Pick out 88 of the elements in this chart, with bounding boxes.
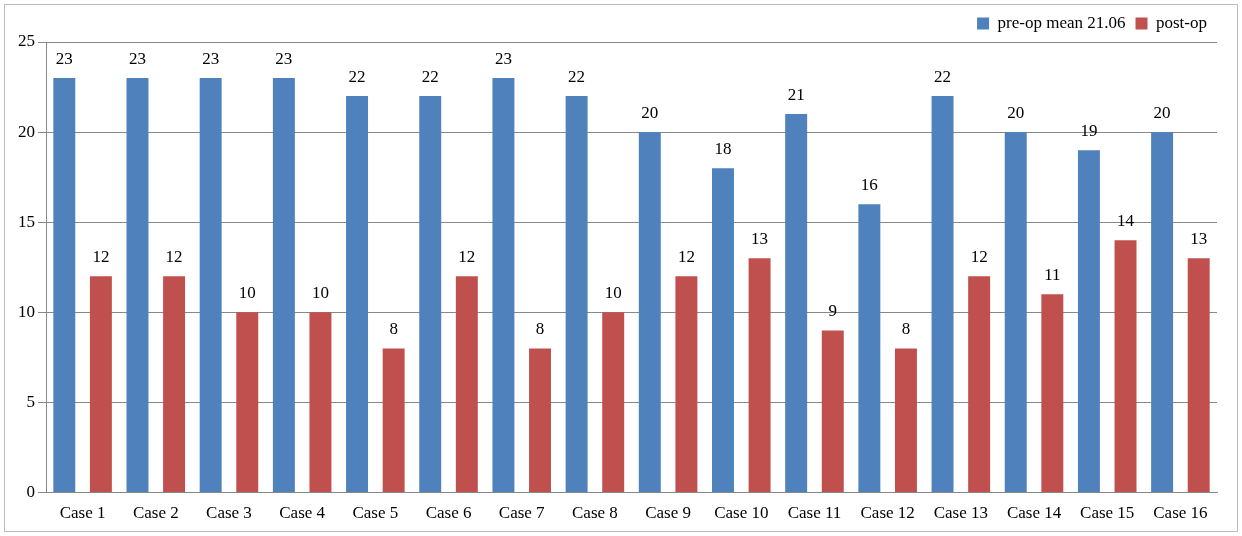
bar (931, 96, 954, 493)
data-label: 23 (202, 49, 220, 69)
bar (346, 96, 369, 493)
data-label: 8 (535, 319, 545, 339)
data-label: 18 (714, 139, 732, 159)
bar (529, 348, 551, 493)
data-label: 21 (787, 85, 805, 105)
x-tick-label: Case 8 (572, 503, 618, 523)
bar (1041, 294, 1064, 493)
bar (785, 114, 808, 493)
bar (1114, 240, 1137, 493)
x-tick-label: Case 1 (59, 503, 106, 523)
y-tick-label: 0 (26, 482, 35, 502)
data-label: 14 (1117, 211, 1135, 231)
bar (1004, 132, 1027, 493)
data-label: 16 (860, 175, 878, 195)
x-tick-label: Case 5 (352, 503, 399, 523)
bar (163, 276, 186, 493)
bar (1187, 258, 1210, 493)
bar (89, 276, 112, 493)
data-label: 20 (641, 103, 659, 123)
data-label: 23 (55, 49, 73, 69)
bar (382, 348, 405, 493)
bar (894, 348, 917, 493)
bar (199, 78, 222, 493)
x-tick-label: Case 4 (279, 503, 326, 523)
bar (126, 78, 149, 493)
x-tick-label: Case 9 (645, 503, 691, 523)
bar (712, 168, 734, 493)
y-tick-label: 5 (26, 391, 35, 411)
data-label: 8 (901, 319, 911, 339)
data-label: 20 (1153, 103, 1171, 123)
data-label: 23 (128, 49, 146, 69)
bar (968, 276, 991, 493)
x-tick-label: Case 2 (132, 503, 179, 523)
data-label: 11 (1044, 265, 1061, 285)
x-tick-label: Case 6 (425, 503, 472, 523)
data-label: 13 (751, 229, 769, 249)
x-tick-label: Case 13 (933, 503, 988, 523)
x-tick-label: Case 15 (1080, 503, 1135, 523)
x-tick-label: Case 12 (860, 503, 915, 523)
data-label: 10 (238, 283, 256, 303)
data-label: 22 (348, 67, 366, 87)
legend-label: pre-op mean 21.06 (997, 12, 1126, 32)
x-tick-label: Case 10 (714, 503, 769, 523)
data-label: 23 (494, 49, 512, 69)
bar (748, 258, 771, 493)
x-tick-label: Case 11 (787, 503, 842, 523)
bar (419, 96, 442, 493)
data-label: 20 (1007, 103, 1025, 123)
bar (272, 78, 295, 493)
bar (602, 312, 625, 493)
data-label: 22 (421, 67, 439, 87)
data-label: 10 (604, 283, 622, 303)
bar (455, 276, 478, 493)
bar (1077, 150, 1100, 493)
bar (492, 78, 515, 493)
bar (858, 204, 881, 493)
data-label: 12 (970, 247, 988, 267)
y-tick-label: 25 (18, 31, 35, 51)
legend-label: post-op (1156, 12, 1207, 32)
data-label: 8 (389, 319, 398, 339)
data-label: 12 (458, 247, 476, 267)
data-label: 13 (1190, 229, 1208, 249)
data-label: 22 (934, 67, 952, 87)
y-tick-label: 20 (18, 121, 35, 141)
data-label: 12 (677, 247, 695, 267)
data-label: 22 (568, 67, 586, 87)
data-label: 12 (165, 247, 183, 267)
y-tick-label: 15 (18, 211, 35, 231)
bar (53, 78, 76, 493)
bar (1151, 132, 1174, 493)
x-tick-label: Case 16 (1153, 503, 1208, 523)
bar (638, 132, 661, 493)
data-label: 12 (92, 247, 110, 267)
data-label: 23 (275, 49, 293, 69)
bar (821, 330, 844, 493)
bar (309, 312, 332, 493)
data-label: 19 (1080, 121, 1098, 141)
bar (675, 276, 698, 493)
x-tick-label: Case 7 (498, 503, 546, 523)
y-tick-label: 10 (18, 301, 35, 321)
bar (236, 312, 259, 493)
x-tick-label: Case 14 (1006, 503, 1062, 523)
data-label: 9 (828, 301, 838, 321)
data-label: 10 (311, 283, 329, 303)
bar (565, 96, 588, 493)
x-tick-label: Case 3 (206, 503, 252, 523)
